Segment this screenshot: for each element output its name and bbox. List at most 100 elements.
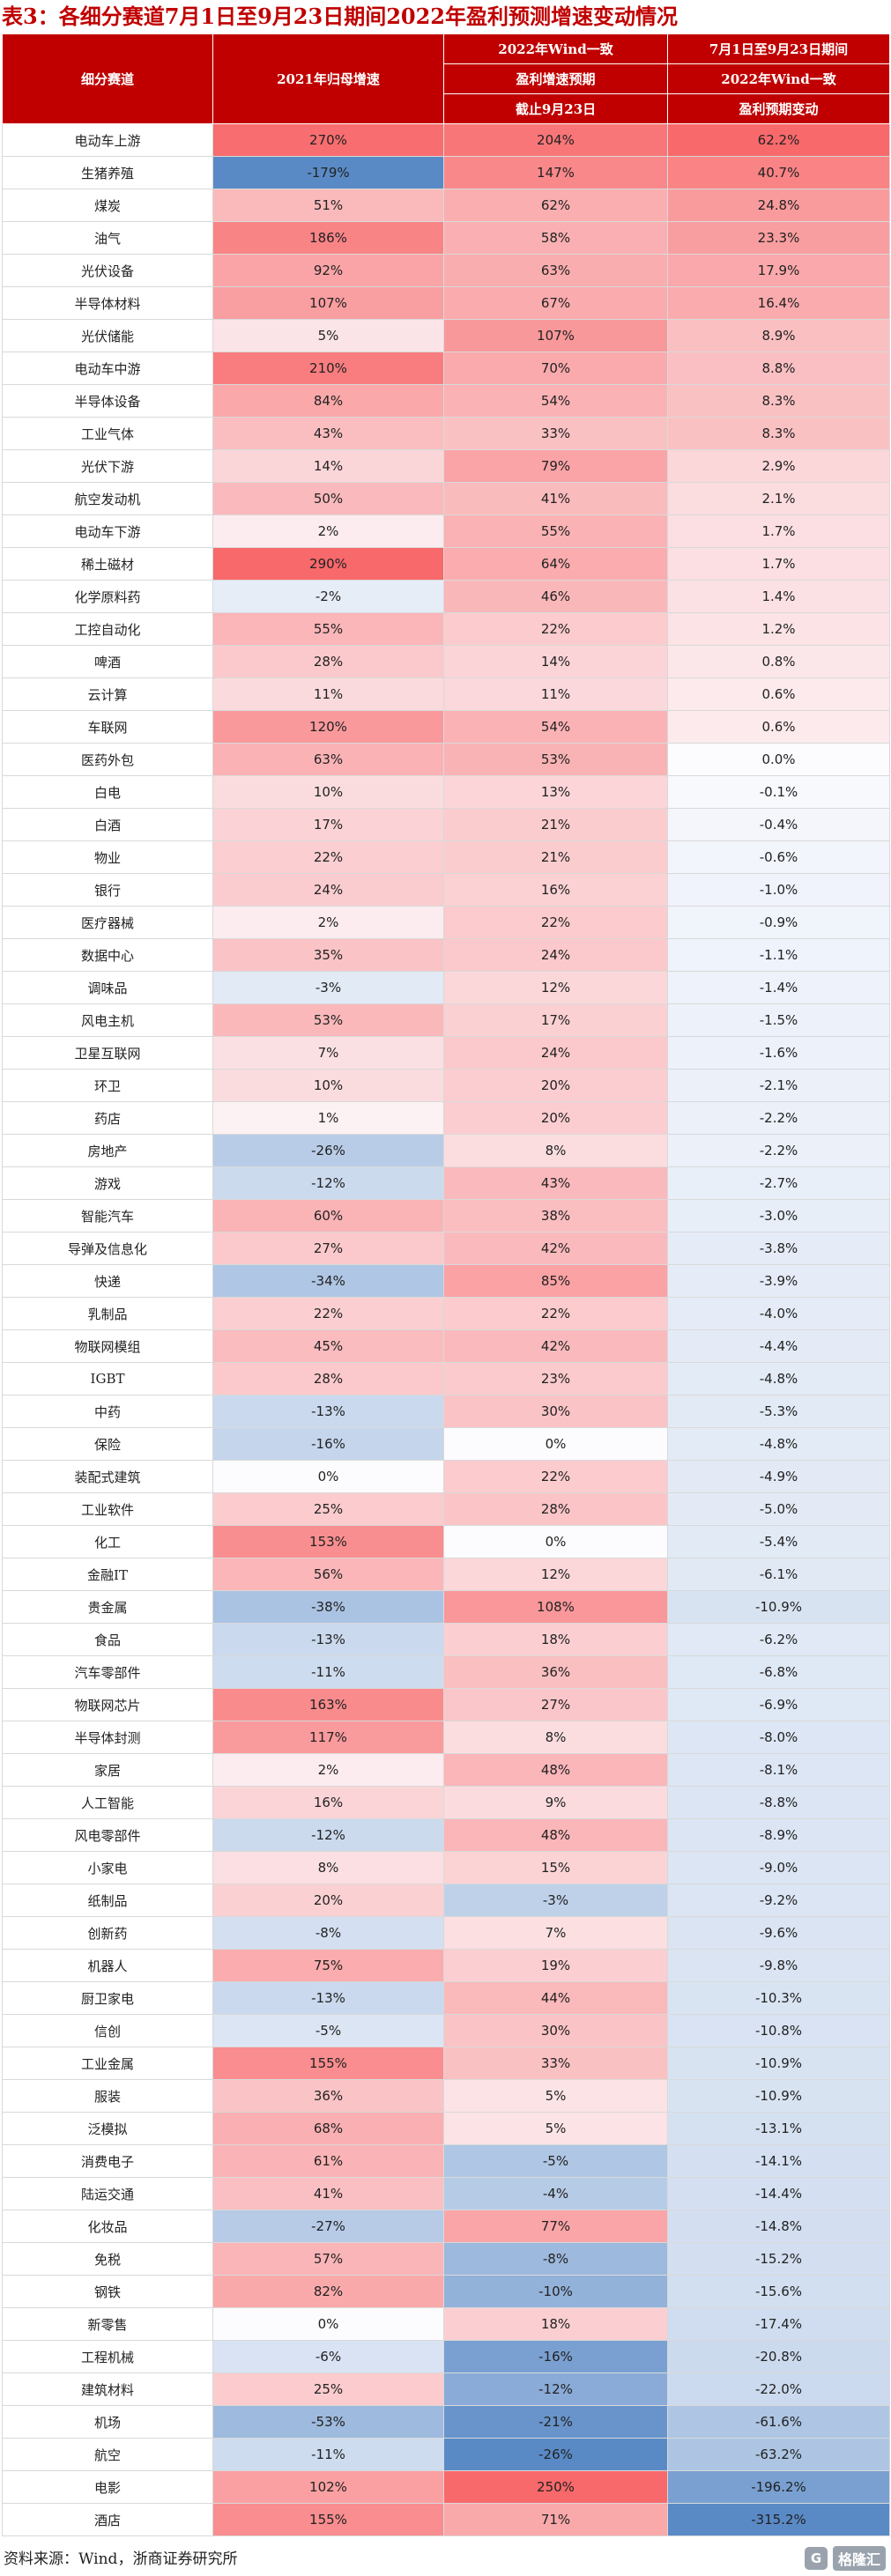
growth-2021-value: 163% <box>212 1688 444 1721</box>
forecast-2022-value: 15% <box>443 1851 668 1884</box>
forecast-2022-value: 22% <box>443 1460 668 1493</box>
forecast-2022-value: 54% <box>443 710 668 744</box>
forecast-change-value: 16.4% <box>667 286 890 320</box>
forecast-change-value: -9.0% <box>667 1851 890 1884</box>
forecast-change-value: -8.0% <box>667 1721 890 1754</box>
growth-2021-value: -179% <box>212 156 444 189</box>
table-row: 光伏下游 14% 79% 2.9% <box>2 449 890 483</box>
forecast-change-value: -10.9% <box>667 1590 890 1624</box>
logo-icon: G <box>804 2547 828 2570</box>
forecast-change-value: 62.2% <box>667 123 890 157</box>
segment-name: 药店 <box>2 1101 213 1135</box>
table-row: 化学原料药 -2% 46% 1.4% <box>2 580 890 613</box>
forecast-change-value: -2.2% <box>667 1101 890 1135</box>
segment-name: 装配式建筑 <box>2 1460 213 1493</box>
table-row: 数据中心 35% 24% -1.1% <box>2 938 890 972</box>
segment-name: 消费电子 <box>2 2144 213 2178</box>
growth-2021-value: 61% <box>212 2144 444 2178</box>
segment-name: 厨卫家电 <box>2 1981 213 2015</box>
table-row: 化妆品 -27% 77% -14.8% <box>2 2210 890 2243</box>
growth-2021-value: 36% <box>212 2079 444 2113</box>
growth-2021-value: -5% <box>212 2014 444 2047</box>
table-row: 工业气体 43% 33% 8.3% <box>2 417 890 450</box>
segment-name: 食品 <box>2 1623 213 1656</box>
segment-name: 化妆品 <box>2 2210 213 2243</box>
growth-2021-value: 22% <box>212 840 444 874</box>
forecast-2022-value: 8% <box>443 1134 668 1167</box>
growth-2021-value: 50% <box>212 482 444 515</box>
table-row: 车联网 120% 54% 0.6% <box>2 710 890 744</box>
table-row: 纸制品 20% -3% -9.2% <box>2 1884 890 1917</box>
forecast-change-value: 8.9% <box>667 319 890 352</box>
segment-name: 工程机械 <box>2 2340 213 2373</box>
table-row: 工业金属 155% 33% -10.9% <box>2 2047 890 2080</box>
table-row: 智能汽车 60% 38% -3.0% <box>2 1199 890 1232</box>
growth-2021-value: 8% <box>212 1851 444 1884</box>
forecast-change-value: -2.2% <box>667 1134 890 1167</box>
segment-name: 调味品 <box>2 971 213 1004</box>
forecast-change-value: -8.1% <box>667 1753 890 1787</box>
growth-2021-value: -13% <box>212 1981 444 2015</box>
table-title: 表3：各细分赛道7月1日至9月23日期间2022年盈利预测增速变动情况 <box>2 4 678 29</box>
segment-name: 化学原料药 <box>2 580 213 613</box>
forecast-change-value: -9.8% <box>667 1949 890 1982</box>
growth-2021-value: 153% <box>212 1525 444 1558</box>
growth-2021-value: 10% <box>212 775 444 809</box>
forecast-2022-value: 53% <box>443 743 668 776</box>
growth-2021-value: -12% <box>212 1166 444 1200</box>
table-row: 免税 57% -8% -15.2% <box>2 2242 890 2276</box>
forecast-change-value: 8.8% <box>667 352 890 385</box>
forecast-change-value: -10.9% <box>667 2079 890 2113</box>
forecast-change-value: -15.2% <box>667 2242 890 2276</box>
segment-name: 半导体设备 <box>2 384 213 418</box>
forecast-change-value: -6.2% <box>667 1623 890 1656</box>
forecast-change-value: -14.1% <box>667 2144 890 2178</box>
forecast-2022-value: 28% <box>443 1492 668 1526</box>
table-row: 工业软件 25% 28% -5.0% <box>2 1492 890 1526</box>
growth-2021-value: 270% <box>212 123 444 157</box>
forecast-change-value: 23.3% <box>667 221 890 255</box>
forecast-2022-value: 70% <box>443 352 668 385</box>
segment-name: 稀土磁材 <box>2 547 213 581</box>
segment-name: 贵金属 <box>2 1590 213 1624</box>
segment-name: 乳制品 <box>2 1297 213 1330</box>
forecast-2022-value: 7% <box>443 1916 668 1950</box>
forecast-2022-value: 13% <box>443 775 668 809</box>
growth-2021-value: 25% <box>212 2372 444 2406</box>
segment-name: 光伏下游 <box>2 449 213 483</box>
forecast-2022-value: 21% <box>443 840 668 874</box>
forecast-change-value: -63.2% <box>667 2438 890 2471</box>
table-row: 物联网芯片 163% 27% -6.9% <box>2 1688 890 1721</box>
forecast-change-value: -14.8% <box>667 2210 890 2243</box>
segment-name: 光伏设备 <box>2 254 213 287</box>
segment-name: 电动车上游 <box>2 123 213 157</box>
table-row: 食品 -13% 18% -6.2% <box>2 1623 890 1656</box>
table-body: 电动车上游 270% 204% 62.2% 生猪养殖 -179% 147% 40.7% 煤炭 51… <box>2 123 890 2536</box>
growth-2021-value: -27% <box>212 2210 444 2243</box>
table-row: 乳制品 22% 22% -4.0% <box>2 1297 890 1330</box>
forecast-change-value: -20.8% <box>667 2340 890 2373</box>
forecast-2022-value: 55% <box>443 514 668 548</box>
forecast-2022-value: 108% <box>443 1590 668 1624</box>
forecast-change-value: -22.0% <box>667 2372 890 2406</box>
growth-2021-value: -38% <box>212 1590 444 1624</box>
forecast-2022-value: 41% <box>443 482 668 515</box>
table-row: IGBT 28% 23% -4.8% <box>2 1362 890 1395</box>
table-row: 快递 -34% 85% -3.9% <box>2 1264 890 1298</box>
growth-2021-value: 27% <box>212 1232 444 1265</box>
forecast-change-value: -196.2% <box>667 2470 890 2504</box>
segment-name: 保险 <box>2 1427 213 1461</box>
header-segment: 细分赛道 <box>2 33 213 124</box>
growth-2021-value: 56% <box>212 1558 444 1591</box>
forecast-2022-value: 18% <box>443 2307 668 2341</box>
growth-2021-value: 55% <box>212 612 444 646</box>
forecast-change-value: -5.4% <box>667 1525 890 1558</box>
forecast-2022-value: 63% <box>443 254 668 287</box>
forecast-2022-value: 9% <box>443 1786 668 1819</box>
forecast-change-value: -10.8% <box>667 2014 890 2047</box>
table-row: 消费电子 61% -5% -14.1% <box>2 2144 890 2178</box>
table-row: 小家电 8% 15% -9.0% <box>2 1851 890 1884</box>
growth-2021-value: -53% <box>212 2405 444 2439</box>
growth-2021-value: 28% <box>212 645 444 678</box>
forecast-2022-value: 27% <box>443 1688 668 1721</box>
